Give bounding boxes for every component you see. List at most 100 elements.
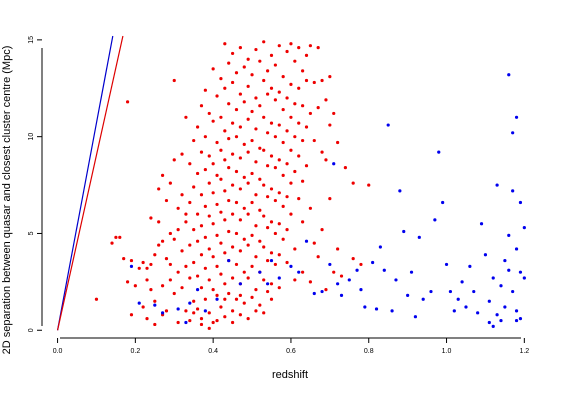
data-point <box>262 115 266 119</box>
data-point <box>328 123 332 127</box>
data-point <box>269 121 274 125</box>
data-point <box>258 104 262 108</box>
data-point <box>153 299 157 303</box>
data-point <box>188 200 192 205</box>
data-point <box>223 251 227 255</box>
reference-lines <box>56 35 124 331</box>
data-point <box>227 291 231 296</box>
data-point <box>149 262 153 267</box>
data-point <box>285 49 289 54</box>
data-point <box>184 320 188 325</box>
data-point <box>417 235 421 239</box>
data-point <box>203 297 207 301</box>
data-point <box>406 293 410 298</box>
data-point <box>269 53 274 57</box>
data-point <box>219 115 223 119</box>
data-point <box>180 249 184 253</box>
data-point <box>511 189 515 193</box>
data-points <box>94 40 526 330</box>
data-point <box>281 237 285 241</box>
data-point <box>262 311 266 315</box>
data-point <box>230 51 235 56</box>
data-point <box>281 75 285 79</box>
data-point <box>273 262 277 267</box>
data-point <box>246 84 250 88</box>
data-point <box>285 260 289 265</box>
data-point <box>293 59 297 63</box>
data-point <box>223 86 227 90</box>
data-point <box>242 270 246 274</box>
data-point <box>203 135 207 139</box>
data-point <box>230 276 235 280</box>
x-tick-label: 1.2 <box>519 348 529 355</box>
data-point <box>234 135 239 139</box>
data-point <box>312 291 316 296</box>
data-point <box>269 258 274 263</box>
data-point <box>316 46 320 50</box>
data-point <box>320 150 324 154</box>
data-point <box>262 148 266 152</box>
data-point <box>157 220 161 224</box>
data-point <box>184 220 188 224</box>
data-point <box>277 123 281 127</box>
data-point <box>215 173 219 177</box>
data-point <box>518 270 523 274</box>
data-point <box>211 191 215 195</box>
data-point <box>195 239 200 243</box>
data-point <box>483 253 488 257</box>
data-point <box>195 212 200 216</box>
data-point <box>188 276 192 280</box>
data-point <box>246 57 250 61</box>
data-point <box>207 111 211 116</box>
data-point <box>211 67 215 71</box>
data-point <box>250 138 254 143</box>
data-point <box>238 313 242 317</box>
data-point <box>324 158 328 162</box>
data-point <box>308 44 312 48</box>
data-point <box>207 214 211 218</box>
data-point <box>339 293 344 298</box>
data-point <box>172 237 176 241</box>
data-point <box>230 183 235 187</box>
data-point <box>250 171 254 176</box>
data-point <box>195 307 200 311</box>
data-point <box>215 233 219 237</box>
data-point <box>219 272 223 276</box>
data-point <box>297 270 301 274</box>
data-point <box>297 86 301 90</box>
data-point <box>301 270 305 274</box>
data-point <box>250 295 254 299</box>
data-point <box>215 140 219 145</box>
data-point <box>215 202 219 207</box>
data-point <box>211 162 215 166</box>
data-point <box>266 289 270 294</box>
data-point <box>281 107 285 112</box>
data-point <box>157 187 161 191</box>
data-point <box>157 243 161 247</box>
data-point <box>371 260 375 265</box>
data-point <box>316 255 320 259</box>
data-point <box>172 291 176 296</box>
data-point <box>199 286 204 290</box>
data-point <box>207 154 211 158</box>
data-point <box>507 233 511 237</box>
data-point <box>491 276 495 280</box>
data-point <box>262 78 266 83</box>
data-point <box>223 282 227 286</box>
data-point <box>289 212 293 216</box>
data-point <box>234 262 239 267</box>
data-point <box>153 253 157 257</box>
data-point <box>133 284 137 288</box>
data-point <box>242 206 246 210</box>
data-point <box>258 303 262 307</box>
data-point <box>441 200 445 205</box>
data-point <box>262 40 266 44</box>
data-point <box>219 177 223 181</box>
data-point <box>277 276 281 280</box>
data-point <box>273 98 277 102</box>
data-point <box>464 305 468 309</box>
data-point <box>199 104 204 108</box>
data-point <box>242 100 246 104</box>
data-point <box>304 164 309 168</box>
